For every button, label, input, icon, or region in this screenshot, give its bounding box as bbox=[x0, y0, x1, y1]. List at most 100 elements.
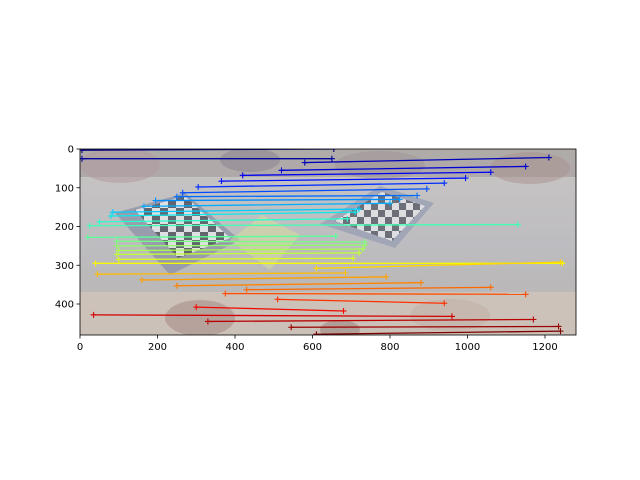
match-8 bbox=[173, 192, 421, 200]
match-line bbox=[116, 252, 360, 256]
x-tick-label: 200 bbox=[148, 342, 167, 353]
match-line bbox=[182, 188, 427, 194]
match-point-right bbox=[487, 169, 494, 176]
match-point-right bbox=[344, 215, 351, 222]
match-point-right bbox=[342, 270, 349, 276]
match-point-right bbox=[487, 284, 494, 291]
match-line bbox=[143, 202, 391, 207]
match-point-right bbox=[557, 259, 564, 266]
match-29 bbox=[193, 304, 347, 314]
x-tick-label: 1200 bbox=[532, 342, 557, 353]
match-point-left bbox=[152, 197, 159, 204]
match-line bbox=[316, 261, 561, 269]
match-11 bbox=[109, 206, 362, 216]
match-point-left bbox=[288, 324, 295, 331]
match-point-right bbox=[441, 180, 448, 187]
match-point-right bbox=[545, 154, 552, 161]
match-line bbox=[176, 194, 418, 198]
match-31 bbox=[204, 316, 537, 325]
match-point-left bbox=[179, 189, 186, 196]
match-point-right bbox=[449, 313, 455, 320]
match-point-right bbox=[414, 192, 421, 199]
match-point-left bbox=[313, 331, 320, 335]
match-point-left bbox=[86, 222, 93, 229]
match-2 bbox=[301, 154, 552, 166]
match-line bbox=[207, 318, 534, 323]
match-point-left bbox=[195, 183, 202, 190]
match-line bbox=[225, 292, 526, 295]
match-point-right bbox=[359, 245, 366, 252]
match-25 bbox=[173, 279, 424, 289]
match-point-right bbox=[352, 209, 359, 216]
match-point-left bbox=[94, 271, 101, 278]
match-point-right bbox=[356, 206, 362, 213]
match-point-left bbox=[301, 159, 308, 166]
match-10 bbox=[140, 200, 393, 210]
plot-frame bbox=[79, 148, 577, 336]
match-point-left bbox=[113, 242, 120, 249]
match-point-right bbox=[387, 200, 393, 207]
match-5 bbox=[218, 175, 469, 185]
x-tick-label: 0 bbox=[77, 342, 83, 353]
match-17 bbox=[113, 242, 368, 249]
match-point-left bbox=[109, 209, 116, 216]
match-point-right bbox=[555, 323, 562, 330]
match-1 bbox=[80, 155, 335, 162]
match-line bbox=[118, 248, 363, 252]
match-point-right bbox=[462, 175, 469, 182]
match-line bbox=[196, 306, 344, 312]
match-9 bbox=[152, 196, 403, 204]
match-27 bbox=[222, 290, 529, 298]
match-point-left bbox=[278, 167, 285, 174]
match-line bbox=[291, 325, 559, 328]
match-12 bbox=[108, 209, 359, 220]
match-28 bbox=[274, 296, 448, 307]
match-point-right bbox=[557, 328, 564, 335]
match-point-left bbox=[274, 296, 281, 303]
match-15 bbox=[84, 233, 339, 241]
x-tick-label: 800 bbox=[380, 342, 399, 353]
x-tick-label: 1000 bbox=[455, 342, 480, 353]
match-line bbox=[89, 223, 518, 227]
match-point-left bbox=[243, 286, 250, 293]
match-point-left bbox=[140, 203, 147, 210]
y-tick-label: 200 bbox=[55, 222, 74, 233]
match-line bbox=[198, 182, 445, 188]
match-23 bbox=[94, 270, 349, 278]
x-tick-label: 600 bbox=[303, 342, 322, 353]
match-point-right bbox=[330, 149, 337, 152]
match-24 bbox=[139, 273, 390, 283]
match-point-left bbox=[193, 304, 200, 311]
match-line bbox=[141, 276, 387, 281]
match-point-right bbox=[383, 273, 390, 280]
match-point-left bbox=[173, 282, 180, 289]
match-line bbox=[87, 235, 336, 238]
match-30 bbox=[90, 311, 455, 320]
match-point-left bbox=[115, 256, 122, 263]
match-point-right bbox=[340, 307, 347, 314]
match-point-left bbox=[313, 265, 320, 272]
match-7 bbox=[179, 185, 430, 196]
match-line bbox=[116, 240, 365, 243]
match-point-right bbox=[332, 233, 339, 240]
match-point-left bbox=[115, 247, 122, 254]
match-line bbox=[118, 257, 354, 261]
match-point-left bbox=[239, 172, 246, 179]
match-line bbox=[176, 282, 422, 287]
match-point-right bbox=[361, 242, 368, 249]
match-line bbox=[112, 208, 360, 213]
match-point-left bbox=[96, 218, 103, 225]
match-point-right bbox=[530, 316, 537, 323]
match-21 bbox=[92, 260, 566, 267]
match-point-right bbox=[514, 221, 521, 228]
match-point-left bbox=[92, 260, 99, 267]
match-point-left bbox=[80, 155, 85, 162]
match-line bbox=[281, 165, 526, 171]
match-3 bbox=[278, 163, 529, 174]
match-line bbox=[97, 272, 346, 275]
match-18 bbox=[115, 245, 366, 254]
x-axis: 0 200 400 600 800 1000 1200 bbox=[77, 335, 558, 353]
match-point-left bbox=[80, 149, 85, 154]
match-line bbox=[316, 330, 561, 335]
y-axis: 0 100 200 300 400 bbox=[55, 145, 80, 311]
